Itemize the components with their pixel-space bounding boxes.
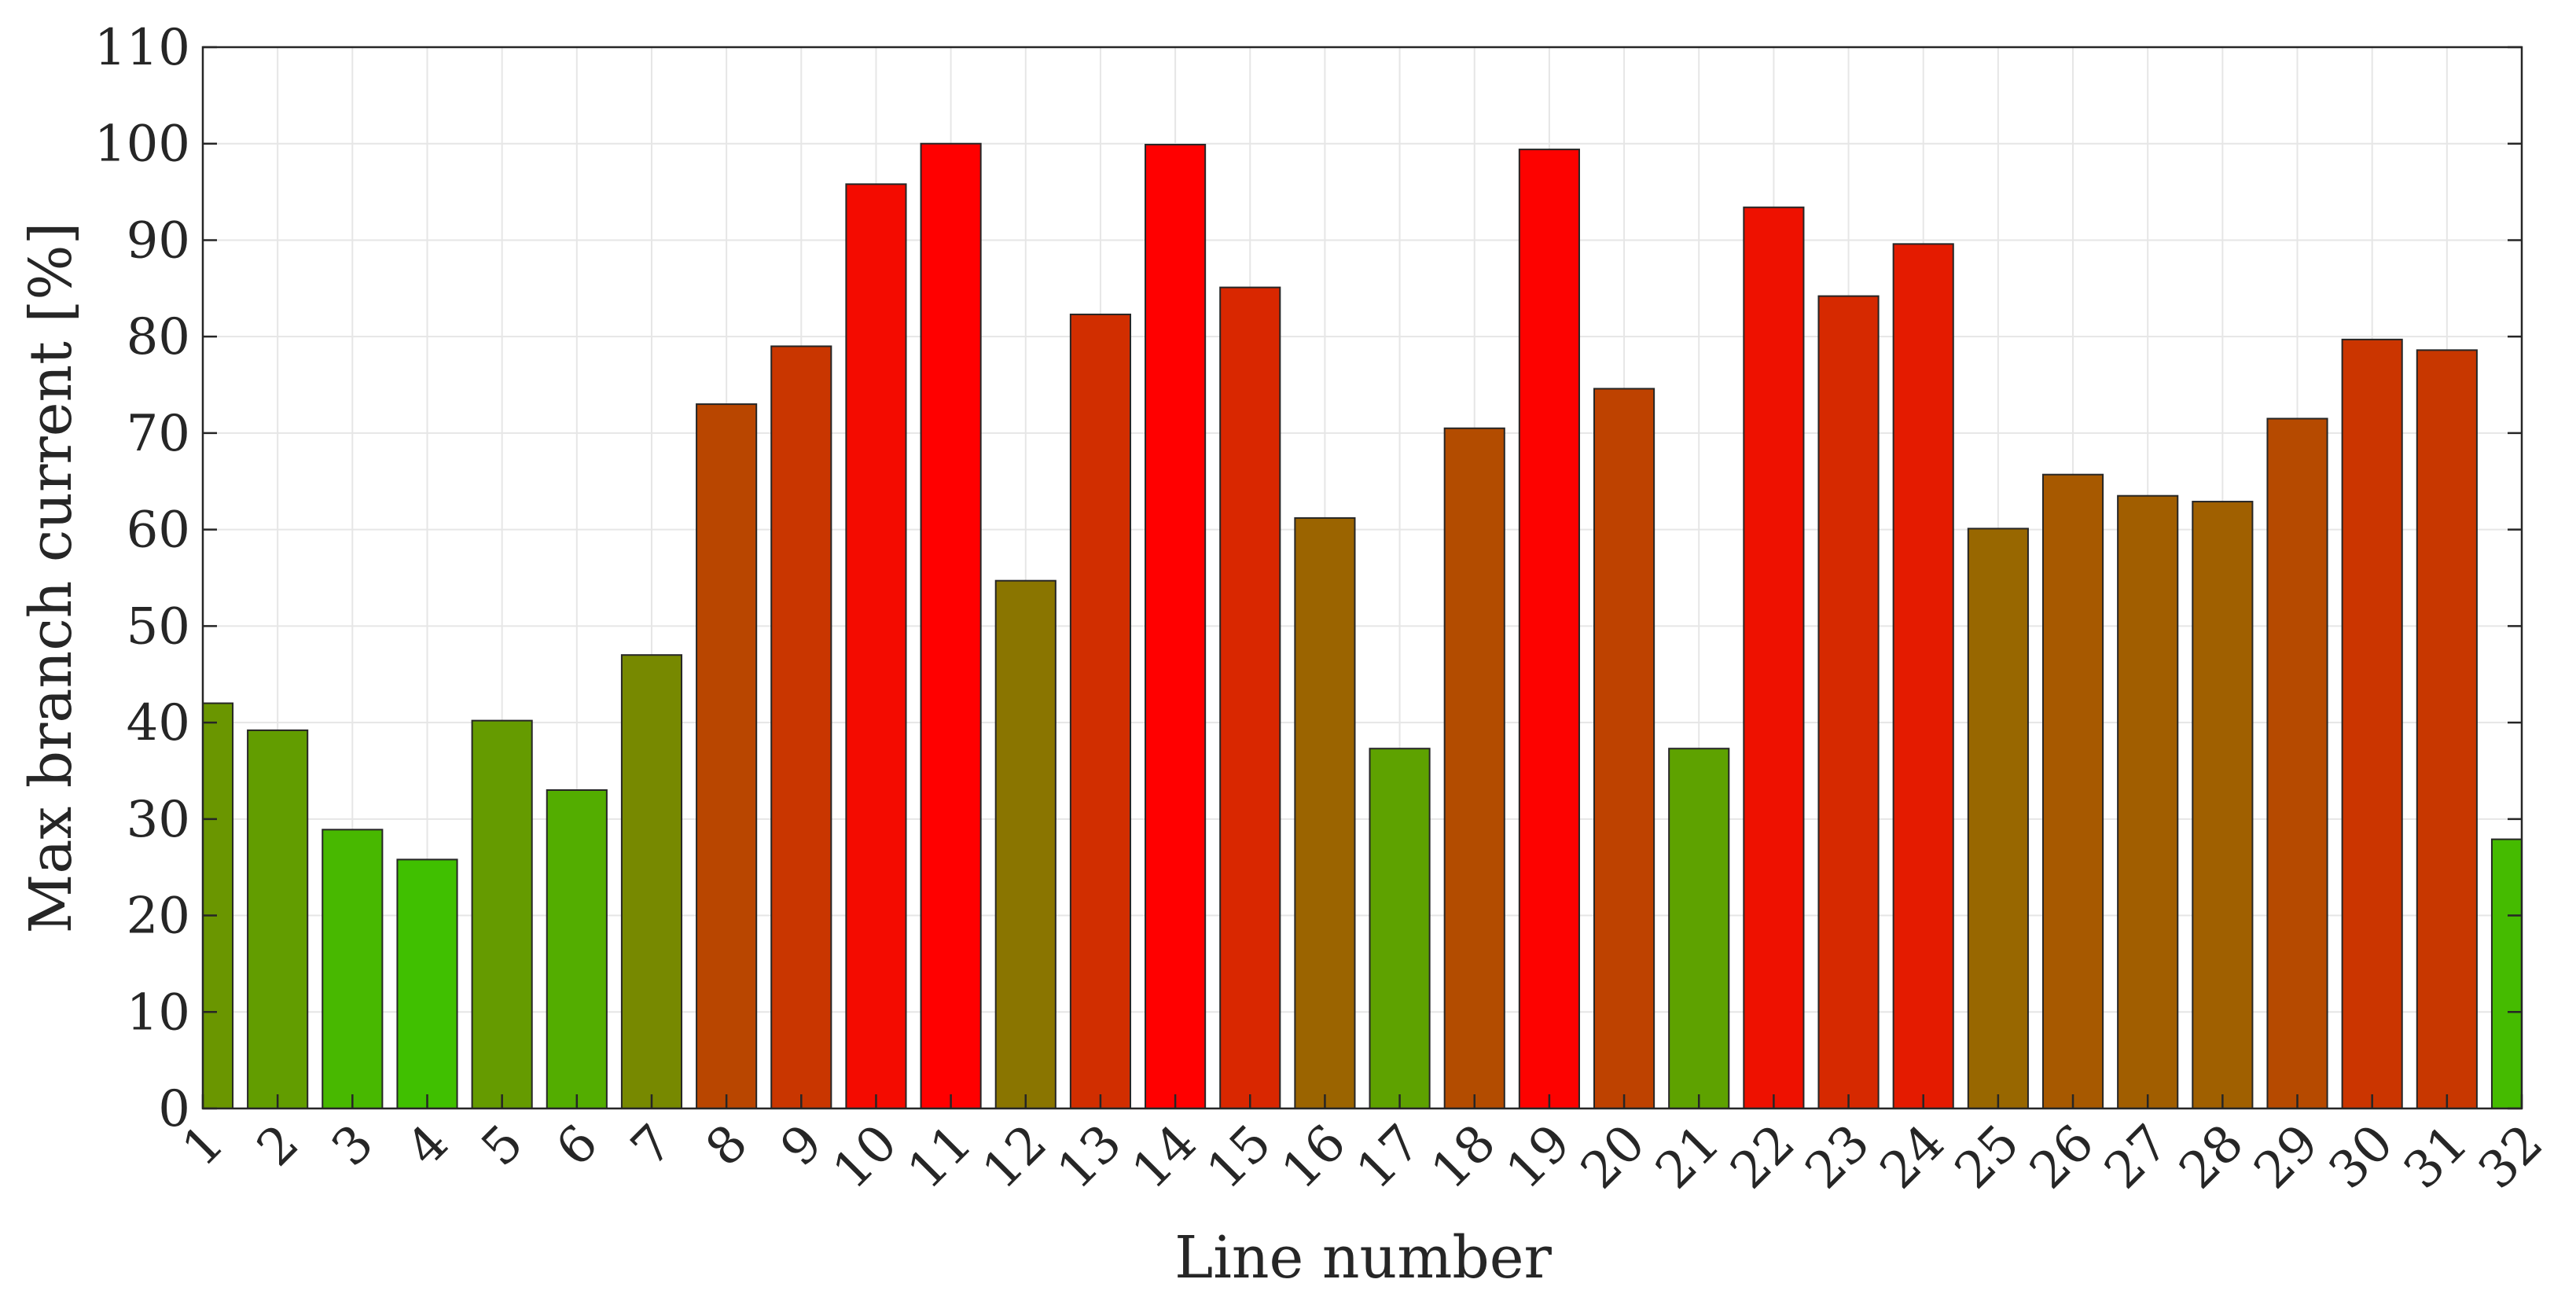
y-tick-label: 40 [127, 694, 190, 752]
y-tick-label: 90 [127, 211, 190, 270]
bar-line-12 [994, 579, 1056, 1108]
bar-line-7 [620, 654, 683, 1108]
y-axis-label: Max branch current [%] [17, 222, 85, 934]
bar-line-10 [845, 183, 907, 1108]
bar-line-25 [1967, 528, 2029, 1108]
axes-frame [201, 46, 2523, 1110]
y-tick-label: 30 [127, 791, 190, 849]
bar-line-6 [546, 789, 608, 1108]
y-tick-label: 110 [94, 19, 190, 77]
bar-line-32 [2490, 838, 2522, 1108]
bar-line-14 [1145, 143, 1207, 1108]
bar-line-17 [1369, 748, 1431, 1108]
y-tick-label: 50 [127, 597, 190, 656]
bar-line-20 [1593, 388, 1655, 1108]
bar-line-27 [2117, 494, 2179, 1108]
bar-line-4 [396, 858, 458, 1108]
bar-line-29 [2266, 417, 2328, 1108]
bar-line-22 [1743, 206, 1805, 1108]
bar-line-9 [770, 345, 832, 1108]
bar-line-2 [247, 729, 309, 1108]
bar-line-30 [2341, 338, 2403, 1108]
bar-line-11 [920, 142, 982, 1108]
bar-line-8 [696, 403, 758, 1108]
bar-line-13 [1069, 313, 1132, 1108]
y-tick-label: 60 [127, 502, 190, 560]
bar-series [203, 142, 2522, 1108]
y-tick-labels: 0 10 20 30 40 50 60 70 80 90 100 110 [94, 19, 190, 1138]
x-axis-label: Line number [1174, 1224, 1552, 1292]
y-tick-label: 0 [158, 1080, 190, 1138]
bar-line-28 [2192, 501, 2254, 1108]
bar-line-5 [471, 719, 533, 1108]
y-tick-label: 80 [127, 308, 190, 366]
bar-line-19 [1518, 149, 1580, 1108]
bar-line-21 [1668, 748, 1730, 1108]
bar-line-26 [2041, 473, 2104, 1108]
y-tick-label: 20 [127, 888, 190, 946]
bar-line-31 [2416, 349, 2478, 1108]
bar-line-18 [1443, 427, 1505, 1108]
y-tick-label: 10 [127, 983, 190, 1042]
y-tick-label: 70 [127, 405, 190, 463]
bar-line-15 [1219, 286, 1281, 1108]
bar-line-23 [1817, 295, 1880, 1108]
axis-ticks [201, 46, 2523, 1110]
bar-line-24 [1892, 243, 1954, 1108]
bar-line-16 [1294, 516, 1356, 1108]
bar-line-3 [322, 829, 384, 1108]
y-tick-label: 100 [94, 116, 190, 174]
